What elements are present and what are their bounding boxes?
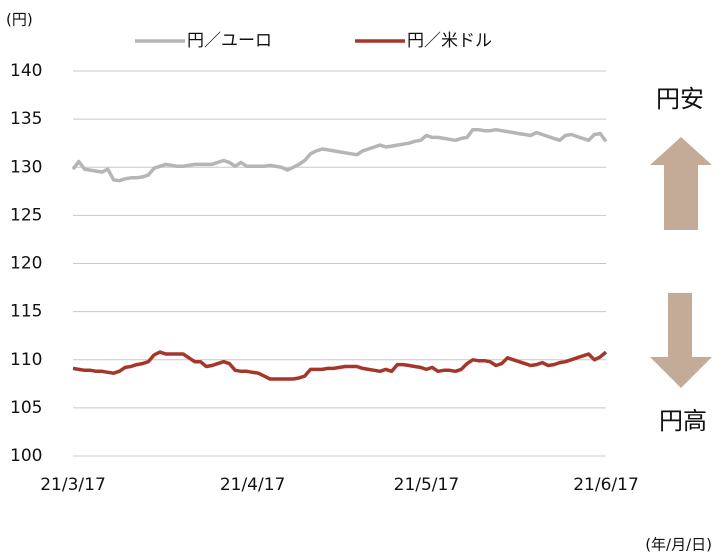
legend-label: 円／米ドル <box>407 31 492 51</box>
annotation: 円高 <box>659 407 707 435</box>
y-tick-label: 120 <box>10 254 42 274</box>
y-tick-label: 110 <box>10 350 42 370</box>
up-arrow <box>650 137 712 230</box>
annotation: 円安 <box>656 85 704 113</box>
y-tick-label: 100 <box>10 446 42 466</box>
y-tick-label: 115 <box>10 302 42 322</box>
x-tick-label: 21/3/17 <box>40 475 106 495</box>
x-tick-label: 21/4/17 <box>220 475 286 495</box>
y-tick-label: 125 <box>10 205 42 225</box>
y-tick-label: 130 <box>10 157 42 177</box>
series-line <box>71 127 608 183</box>
y-tick-label: 135 <box>10 109 42 129</box>
y-tick-label: 140 <box>10 61 42 81</box>
down-arrow <box>650 293 712 388</box>
y-unit-label: (円) <box>6 11 33 29</box>
x-tick-label: 21/6/17 <box>573 475 639 495</box>
x-unit-label: (年/月/日) <box>645 536 712 554</box>
x-tick-label: 21/5/17 <box>394 475 460 495</box>
y-tick-label: 105 <box>10 398 42 418</box>
series-line <box>72 350 608 381</box>
legend-label: 円／ユーロ <box>187 31 272 51</box>
